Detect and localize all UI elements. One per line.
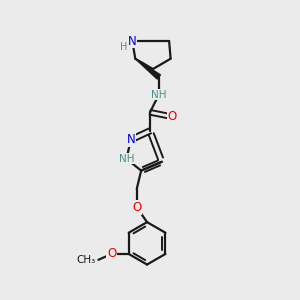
Text: N: N	[128, 34, 137, 48]
Text: NH: NH	[151, 90, 166, 100]
Text: O: O	[107, 248, 116, 260]
Text: H: H	[120, 42, 128, 52]
Text: NH: NH	[119, 154, 134, 164]
Polygon shape	[135, 59, 161, 79]
Text: O: O	[132, 201, 141, 214]
Text: N: N	[127, 133, 135, 146]
Text: O: O	[167, 110, 177, 123]
Text: CH₃: CH₃	[77, 255, 96, 265]
